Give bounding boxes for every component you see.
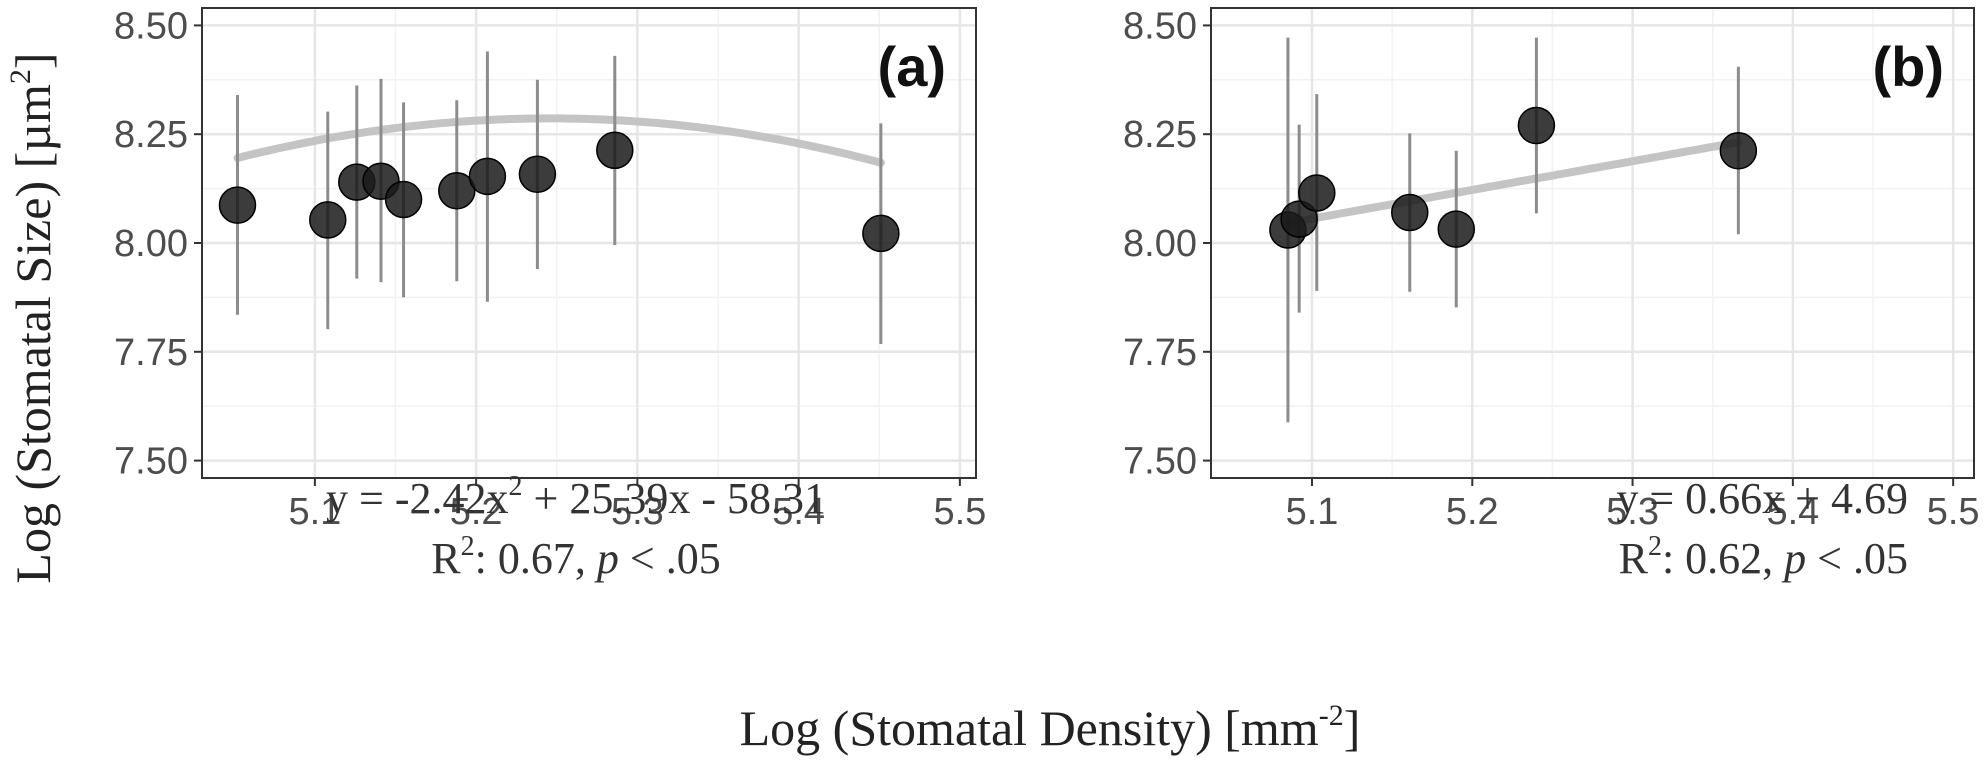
data-point: [1280, 200, 1318, 238]
data-point: [384, 180, 423, 219]
fit-stats-r: R: [1619, 534, 1649, 583]
fit-line: [233, 114, 885, 167]
fit-stats-value: : 0.62,: [1662, 534, 1784, 583]
y-axis-title-after: ]: [5, 52, 61, 69]
y-tick-label: 8.25: [114, 114, 188, 156]
x-tick-label: 5.3: [1606, 491, 1659, 533]
x-tick-label: 5.1: [288, 491, 341, 533]
data-point: [518, 155, 557, 193]
fit-stats-p: p: [594, 534, 619, 583]
y-axis-title-sup: 2: [4, 69, 37, 84]
fit-stats-threshold: < .05: [619, 534, 721, 583]
fit-equation: y = 0.66x + 4.69: [1616, 474, 1908, 523]
fit-stats-value: : 0.67,: [475, 534, 597, 583]
x-tick-label: 5.2: [1446, 491, 1499, 533]
gridlines: [202, 8, 976, 478]
panel-a: 5.1 5.2 5.3 5.4 5.5 7.50 7.75 8.00 8.25 8.50 (a) y …: [114, 5, 986, 583]
x-tick-label: 5.5: [1927, 491, 1980, 533]
data-point: [309, 201, 347, 239]
y-tick-label: 8.50: [1123, 5, 1197, 47]
x-axis-title-text: Log (Stomatal Density) [mm: [740, 700, 1319, 756]
y-tick-label: 7.50: [1123, 441, 1197, 483]
x-axis-title: Log (Stomatal Density) [mm-2]: [740, 699, 1361, 756]
data-point: [1437, 210, 1475, 248]
fit-equation-rest: + 25.39x - 58.31: [523, 474, 826, 523]
fit-stats-r: R: [431, 534, 461, 583]
data-point: [1391, 193, 1429, 232]
data-point: [468, 157, 507, 196]
data-point: [1298, 174, 1336, 212]
fit-stats-p: p: [1781, 534, 1806, 583]
x-tick-label: 5.3: [611, 491, 664, 533]
y-tick-label: 8.50: [114, 5, 188, 47]
fit-line: [1283, 138, 1743, 227]
y-axis-title-text: Log (Stomatal Size) [µm: [5, 84, 61, 584]
y-axis-title: Log (Stomatal Size) [µm2]: [4, 52, 61, 583]
y-tick-label: 7.50: [114, 441, 188, 483]
data-point: [596, 131, 634, 170]
fit-stats-sup: 2: [461, 531, 475, 562]
fit-equation-main: y = -2.42x: [326, 474, 508, 523]
fit-equation-sup: 2: [509, 471, 523, 502]
x-tick-label: 5.1: [1286, 491, 1339, 533]
data-point: [1719, 131, 1758, 170]
x-axis-title-after: ]: [1344, 700, 1361, 756]
data-point: [218, 186, 257, 224]
panel-label: (a): [878, 35, 946, 98]
fit-stats: R2: 0.62, p < .05: [1619, 531, 1908, 583]
x-axis-title-sup: -2: [1319, 699, 1344, 732]
data-point: [862, 214, 900, 253]
x-tick-label: 5.4: [1766, 491, 1819, 533]
x-tick-label: 5.4: [772, 491, 825, 533]
y-tick-label: 7.75: [1123, 332, 1197, 374]
fit-equation: y = -2.42x2 + 25.39x - 58.31: [326, 471, 826, 523]
x-tick-label: 5.5: [933, 491, 986, 533]
x-tick-label: 5.2: [450, 491, 503, 533]
panel-label: (b): [1872, 35, 1944, 98]
data-point: [1517, 106, 1556, 145]
y-tick-label: 8.00: [1123, 223, 1197, 265]
fit-equation-main: y = 0.66x + 4.69: [1616, 474, 1908, 523]
gridlines: [1211, 8, 1974, 478]
data-point: [438, 172, 476, 210]
y-tick-label: 8.25: [1123, 114, 1197, 156]
fit-stats-threshold: < .05: [1806, 534, 1908, 583]
fit-stats-sup: 2: [1648, 531, 1662, 562]
fit-stats: R2: 0.67, p < .05: [431, 531, 720, 583]
panel-b: 5.1 5.2 5.3 5.4 5.5 7.50 7.75 8.00 8.25 8.50 (b) y …: [1123, 5, 1980, 583]
y-tick-label: 8.00: [114, 223, 188, 265]
y-tick-label: 7.75: [114, 332, 188, 374]
